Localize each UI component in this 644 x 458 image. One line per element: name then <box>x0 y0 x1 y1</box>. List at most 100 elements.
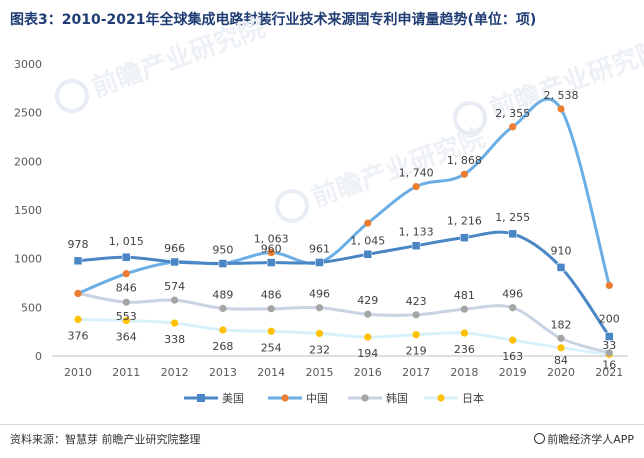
data-labels: 978 1, 015 966 950 960 961 1, 045 1, 133 1, 216 1… <box>68 89 620 371</box>
data-point <box>122 270 130 278</box>
data-point <box>267 327 275 335</box>
data-point <box>508 229 517 239</box>
x-tick-label: 2014 <box>257 366 285 379</box>
data-point <box>460 233 469 242</box>
data-label: 846 <box>116 282 137 295</box>
data-point <box>363 250 373 259</box>
data-point <box>509 336 517 344</box>
data-label: 1, 216 <box>447 215 482 228</box>
data-point <box>509 304 517 312</box>
data-label: 1, 045 <box>350 234 385 247</box>
data-point <box>412 331 420 339</box>
data-label: 960 <box>261 243 282 256</box>
data-label: 1, 015 <box>109 235 144 248</box>
data-label: 219 <box>406 345 427 358</box>
series-0 <box>73 229 614 341</box>
data-label: 200 <box>599 313 620 326</box>
data-point <box>460 305 468 313</box>
y-tick-label: 1000 <box>14 253 42 266</box>
data-point <box>605 281 613 290</box>
data-point <box>267 305 275 313</box>
legend-item: 美国 <box>184 392 244 405</box>
x-tick-label: 2015 <box>306 366 334 379</box>
data-point <box>73 256 83 266</box>
data-point <box>122 252 131 262</box>
footer-divider <box>0 424 644 425</box>
legend-swatch-marker <box>197 394 205 402</box>
data-point <box>315 304 324 312</box>
data-label: 84 <box>554 354 568 367</box>
data-point <box>557 344 565 352</box>
y-tick-label: 500 <box>21 301 42 314</box>
legend: 美国 中国 韩国 日本 <box>184 391 484 405</box>
x-tick-label: 2017 <box>402 366 430 379</box>
data-label: 1, 133 <box>399 226 434 239</box>
data-point <box>605 349 613 357</box>
y-tick-label: 1500 <box>14 204 42 217</box>
watermark-0: 前瞻产业研究院 <box>55 12 269 113</box>
data-point <box>267 248 275 257</box>
chart-title: 图表3：2010-2021年全球集成电路封装行业技术来源国专利申请量趋势(单位：… <box>10 12 537 28</box>
legend-item: 日本 <box>424 391 484 405</box>
data-label: 950 <box>212 244 233 257</box>
data-label: 553 <box>116 310 137 323</box>
data-point <box>266 258 276 267</box>
data-label: 338 <box>164 333 185 346</box>
data-point <box>315 329 324 338</box>
data-point <box>605 332 614 341</box>
data-point <box>315 258 324 267</box>
data-label: 496 <box>309 288 330 301</box>
data-label: 1, 868 <box>447 154 482 167</box>
x-tick-label: 2021 <box>595 366 623 379</box>
data-point <box>171 319 179 327</box>
data-point <box>122 298 130 306</box>
data-point <box>509 123 517 131</box>
legend-label: 日本 <box>462 391 484 405</box>
x-tick-label: 2018 <box>450 366 478 379</box>
x-tick-label: 2012 <box>161 366 189 379</box>
source-note: 资料来源：智慧芽 前瞻产业研究院整理 <box>10 433 201 446</box>
legend-swatch-marker <box>437 394 445 402</box>
y-tick-label: 2500 <box>14 107 42 120</box>
app-logo-icon <box>534 433 546 444</box>
y-tick-label: 0 <box>35 350 42 363</box>
series-line <box>76 291 611 355</box>
data-point <box>219 304 227 313</box>
data-label: 16 <box>602 358 616 371</box>
series-layer <box>73 97 614 359</box>
y-tick-label: 2000 <box>14 155 42 168</box>
data-label: 966 <box>164 242 185 255</box>
data-label: 978 <box>68 238 89 251</box>
data-label: 376 <box>68 329 89 342</box>
data-point <box>412 311 420 319</box>
y-tick-label: 3000 <box>14 58 42 71</box>
data-point <box>411 241 421 250</box>
data-point <box>122 316 130 325</box>
data-label: 423 <box>406 295 427 308</box>
x-tick-label: 2016 <box>354 366 382 379</box>
data-label: 1, 063 <box>254 233 289 246</box>
data-point <box>557 334 565 342</box>
data-point <box>460 329 468 337</box>
data-point <box>412 183 420 191</box>
data-point <box>74 315 82 324</box>
legend-swatch-marker <box>361 394 369 402</box>
watermark-2: 前瞻产业研究院 <box>453 34 644 135</box>
data-label: 268 <box>212 340 233 353</box>
x-axis: 2010 2011 2012 2013 2014 2015 2016 2017 2018 2019… <box>52 355 628 379</box>
x-tick-label: 2019 <box>499 366 527 379</box>
series-3 <box>74 315 613 359</box>
x-tick-label: 2010 <box>64 366 92 379</box>
data-point <box>74 289 82 298</box>
data-point <box>460 170 468 178</box>
app-credit: 前瞻经济学人APP <box>534 431 634 447</box>
legend-swatch-marker <box>281 394 289 402</box>
legend-item: 韩国 <box>348 391 408 405</box>
data-point <box>218 259 228 268</box>
data-label: 961 <box>309 242 330 255</box>
data-label: 254 <box>261 341 282 354</box>
legend-item: 中国 <box>268 392 328 405</box>
x-tick-label: 2020 <box>547 366 575 379</box>
series-line <box>76 317 611 356</box>
